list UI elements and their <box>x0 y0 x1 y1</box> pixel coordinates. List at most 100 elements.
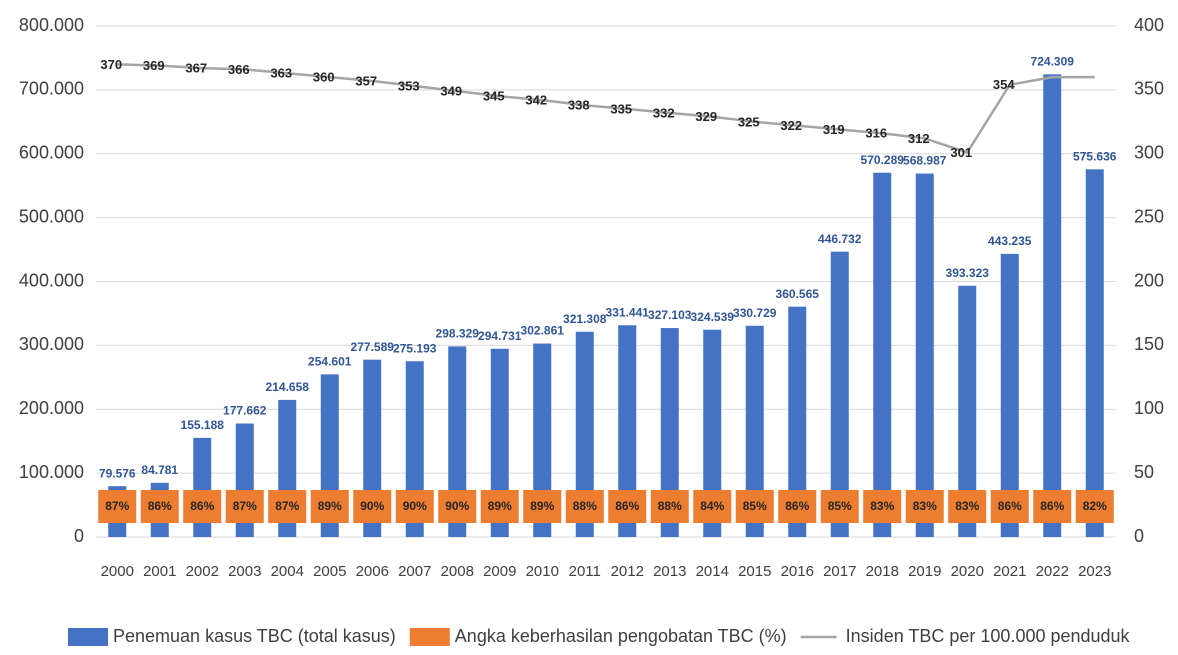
x-tick-label: 2007 <box>398 563 431 580</box>
y2-tick-label: 150 <box>1134 334 1164 354</box>
x-tick-label: 2023 <box>1078 563 1111 580</box>
x-tick-label: 2009 <box>483 563 516 580</box>
x-tick-label: 2003 <box>228 563 261 580</box>
rate-badge <box>523 490 562 523</box>
x-tick-label: 2019 <box>908 563 941 580</box>
bar-value-label: 177.662 <box>223 404 267 418</box>
rate-badge <box>1033 490 1072 523</box>
line-value-label: 354 <box>993 77 1015 92</box>
legend-label: Insiden TBC per 100.000 penduduk <box>846 626 1131 646</box>
x-tick-label: 2002 <box>186 563 219 580</box>
bar-value-label: 79.576 <box>99 466 136 480</box>
rate-badge <box>608 490 647 523</box>
line-value-label: 367 <box>185 61 207 76</box>
rate-label: 90% <box>360 499 384 513</box>
rate-label: 86% <box>785 499 809 513</box>
rate-label: 89% <box>318 499 342 513</box>
bar-value-label: 575.636 <box>1073 149 1117 163</box>
bar <box>873 172 892 537</box>
bar <box>1043 74 1062 537</box>
line <box>117 63 1095 154</box>
x-tick-label: 2008 <box>441 563 474 580</box>
rate-label: 90% <box>403 499 427 513</box>
line-value-label: 316 <box>865 126 887 141</box>
x-tick-label: 2010 <box>526 563 559 580</box>
rate-label: 83% <box>955 499 979 513</box>
y-tick-label: 800.000 <box>19 15 84 35</box>
x-tick-label: 2013 <box>653 563 686 580</box>
x-tick-label: 2012 <box>611 563 644 580</box>
bar-value-label: 446.732 <box>818 232 862 246</box>
rate-badge <box>650 490 689 523</box>
bar <box>915 173 934 537</box>
bar-value-label: 570.289 <box>861 153 905 167</box>
x-tick-label: 2020 <box>951 563 984 580</box>
x-tick-label: 2022 <box>1036 563 1069 580</box>
bar-value-label: 327.103 <box>648 308 692 322</box>
rate-badge <box>480 490 519 523</box>
y-tick-label: 100.000 <box>19 462 84 482</box>
bar-value-label: 393.323 <box>946 266 990 280</box>
rate-label: 84% <box>700 499 724 513</box>
legend-swatch <box>68 628 108 646</box>
y2-tick-label: 250 <box>1134 206 1164 226</box>
rate-badge <box>438 490 477 523</box>
rate-badge <box>183 490 222 523</box>
legend-label: Penemuan kasus TBC (total kasus) <box>113 626 396 646</box>
y-tick-label: 400.000 <box>19 270 84 290</box>
line-value-label: 349 <box>440 84 462 99</box>
bar-value-label: 298.329 <box>436 327 480 341</box>
rate-label: 87% <box>105 499 129 513</box>
line-value-label: 370 <box>100 57 122 72</box>
line-value-label: 345 <box>483 89 505 104</box>
y-tick-label: 300.000 <box>19 334 84 354</box>
bar-value-label: 254.601 <box>308 355 352 369</box>
y2-tick-label: 300 <box>1134 143 1164 163</box>
line-value-label: 322 <box>780 118 802 133</box>
bar <box>788 306 807 537</box>
rate-badge <box>140 490 179 523</box>
rate-badge <box>905 490 944 523</box>
bar-value-label: 321.308 <box>563 312 607 326</box>
rate-label: 89% <box>488 499 512 513</box>
bar-value-label: 214.658 <box>266 380 310 394</box>
bar-value-label: 360.565 <box>776 287 820 301</box>
line-value-label: 338 <box>568 98 590 113</box>
bar <box>533 343 552 537</box>
rate-badge <box>693 490 732 523</box>
rate-label: 86% <box>148 499 172 513</box>
x-tick-label: 2017 <box>823 563 856 580</box>
bar-value-label: 324.539 <box>691 310 735 324</box>
bar <box>575 331 594 537</box>
rate-label: 83% <box>870 499 894 513</box>
bar-value-label: 275.193 <box>393 341 437 355</box>
y2-tick-label: 400 <box>1134 15 1164 35</box>
rate-label: 82% <box>1083 499 1107 513</box>
rate-label: 85% <box>828 499 852 513</box>
rate-label: 88% <box>573 499 597 513</box>
x-tick-label: 2000 <box>101 563 134 580</box>
rate-badge <box>268 490 307 523</box>
rate-badge <box>948 490 987 523</box>
bar <box>830 251 849 537</box>
line-value-label: 357 <box>355 73 377 88</box>
bar-value-label: 294.731 <box>478 329 522 343</box>
x-tick-label: 2016 <box>781 563 814 580</box>
rate-label: 83% <box>913 499 937 513</box>
line-value-label: 360 <box>313 70 335 85</box>
rate-label: 89% <box>530 499 554 513</box>
y2-tick-label: 0 <box>1134 526 1144 546</box>
line-value-label: 301 <box>950 145 972 160</box>
x-tick-label: 2011 <box>569 563 601 580</box>
x-tick-label: 2014 <box>696 563 729 580</box>
rate-badge <box>565 490 604 523</box>
y-tick-label: 200.000 <box>19 398 84 418</box>
rate-label: 86% <box>615 499 639 513</box>
line-value-label: 325 <box>738 114 760 129</box>
bar <box>618 325 637 537</box>
line-value-label: 329 <box>695 109 717 124</box>
rate-badge <box>1075 490 1114 523</box>
y2-tick-label: 200 <box>1134 270 1164 290</box>
line-value-label: 335 <box>610 101 632 116</box>
